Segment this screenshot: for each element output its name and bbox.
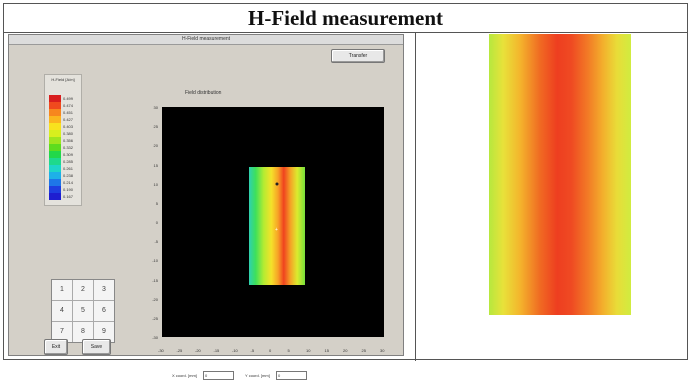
legend-value: 0.403: [63, 124, 74, 129]
field-region: [249, 167, 305, 285]
x-tick-label: -30: [158, 348, 164, 353]
legend-value: 0.499: [63, 96, 74, 101]
y-tick-label: -30: [152, 335, 158, 340]
legend-value: 0.380: [63, 131, 74, 136]
legend-value: 0.167: [63, 194, 74, 199]
legend-swatch: [49, 102, 61, 109]
transfer-button[interactable]: Transfer: [331, 49, 385, 63]
x-coord-label: X coord. [mm]: [172, 373, 197, 378]
legend-swatch: [49, 130, 61, 137]
x-tick-label: 20: [343, 348, 348, 353]
x-tick-label: -5: [250, 348, 255, 353]
y-tick-label: 10: [153, 181, 158, 187]
legend-swatch: [49, 165, 61, 172]
y-tick-label: 25: [153, 124, 158, 130]
keypad-key[interactable]: 6: [94, 301, 114, 321]
x-tick-label: 0: [269, 348, 272, 353]
x-tick-label: 30: [380, 348, 385, 353]
panel-divider: [415, 32, 416, 361]
measurement-app-window: H-Field measurement Transfer H-Field [A/…: [8, 34, 404, 380]
save-button[interactable]: Save: [82, 339, 111, 355]
legend-value: 0.356: [63, 138, 74, 143]
keypad-key[interactable]: 1: [52, 280, 72, 300]
y-coord-field[interactable]: 0: [276, 371, 307, 380]
keypad-key[interactable]: 9: [94, 322, 114, 342]
x-tick-label: 10: [306, 348, 311, 353]
color-legend: H-Field [A/m] 0.499 0.474 0.451 0.427 0.403 0…: [44, 74, 82, 206]
keypad-key[interactable]: 2: [73, 280, 93, 300]
exit-button[interactable]: Exit: [44, 339, 68, 355]
legend-value: 0.451: [63, 110, 74, 115]
y-tick-label: 15: [153, 162, 158, 168]
plot-title: Field distribution: [185, 90, 222, 96]
legend-swatch: [49, 179, 61, 186]
legend-swatch: [49, 123, 61, 130]
legend-value: 0.261: [63, 166, 74, 171]
x-tick-label: 15: [324, 348, 329, 353]
probe-marker: [275, 182, 279, 186]
y-tick-label: -10: [152, 258, 158, 264]
legend-swatch: [49, 109, 61, 116]
field-plot: +: [162, 107, 384, 337]
legend-swatch: [49, 186, 61, 193]
field-heatmap: +: [249, 167, 305, 285]
legend-value: 0.309: [63, 152, 74, 157]
y-tick-label: -5: [154, 239, 158, 245]
legend-swatch: [49, 158, 61, 165]
figure-title: H-Field measurement: [4, 4, 687, 33]
y-tick-label: 5: [155, 200, 158, 206]
legend-swatch: [49, 137, 61, 144]
y-tick-label: 30: [153, 105, 158, 110]
x-tick-label: 5: [287, 348, 290, 353]
legend-swatch: [49, 95, 61, 102]
x-tick-label: -15: [213, 348, 220, 353]
legend-title: H-Field [A/m]: [51, 77, 75, 82]
y-tick-label: 0: [155, 220, 158, 225]
x-coord-field[interactable]: 0: [203, 371, 234, 380]
x-tick-label: -25: [176, 348, 183, 353]
legend-value: 0.238: [63, 173, 74, 178]
keypad-key[interactable]: 3: [94, 280, 114, 300]
h-field-heatmap-image: [489, 34, 631, 315]
legend-swatch: [49, 151, 61, 158]
legend-value: 0.427: [63, 117, 74, 122]
keypad-key[interactable]: 8: [73, 322, 93, 342]
legend-swatch: [49, 144, 61, 151]
x-tick-label: -20: [195, 348, 201, 353]
center-marker: +: [275, 227, 278, 233]
app-window-title: H-Field measurement: [9, 35, 403, 45]
legend-value: 0.214: [63, 180, 74, 185]
legend-value: 0.332: [63, 145, 74, 150]
y-tick-label: -20: [152, 296, 158, 302]
keypad-key[interactable]: 5: [73, 301, 93, 321]
y-tick-label: -15: [152, 277, 158, 283]
y-tick-label: -25: [152, 315, 158, 321]
legend-swatch: [49, 172, 61, 179]
legend-value: 0.190: [63, 187, 74, 192]
keypad-key[interactable]: 4: [52, 301, 72, 321]
y-coord-label: Y coord. [mm]: [245, 373, 270, 378]
keypad-key[interactable]: 7: [52, 322, 72, 342]
x-tick-label: 25: [361, 348, 366, 353]
legend-swatch: [49, 193, 61, 200]
legend-value: 0.285: [63, 159, 74, 164]
x-tick-label: -10: [232, 348, 238, 353]
legend-swatch: [49, 116, 61, 123]
legend-value: 0.474: [63, 103, 74, 108]
y-tick-label: 20: [153, 143, 158, 149]
